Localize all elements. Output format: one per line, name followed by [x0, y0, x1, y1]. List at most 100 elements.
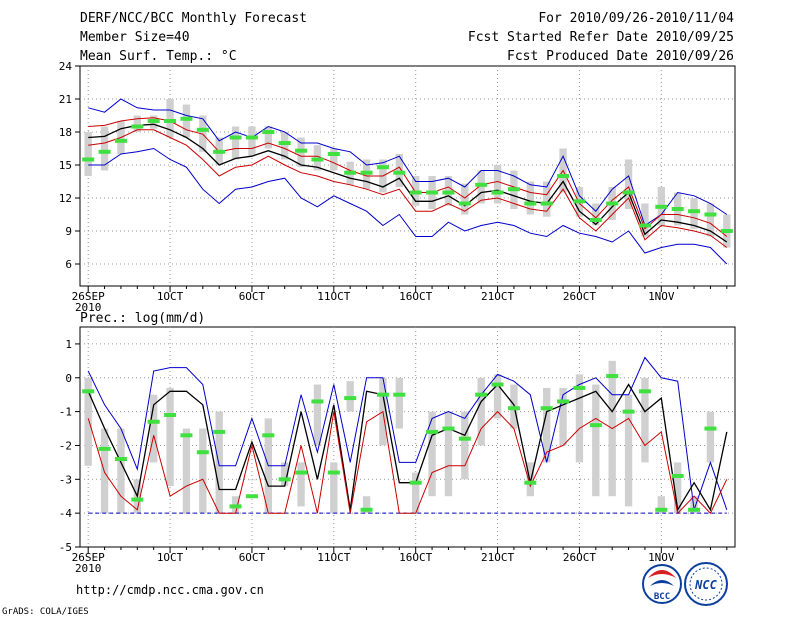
precip-observed-marker: [180, 433, 193, 438]
temp-observed-marker: [573, 199, 586, 204]
temp-ytick-label: 15: [59, 159, 72, 172]
temp-xtick-label: 1OCT: [157, 290, 184, 303]
precip-xtick-label: 26OCT: [563, 551, 596, 564]
precip-observed-marker: [196, 450, 209, 455]
precip-ytick-label: 0: [65, 372, 72, 385]
bcc-logo: BCC: [642, 564, 682, 604]
temp-spread-bar: [477, 170, 485, 204]
precip-spread-bar: [493, 374, 502, 419]
precip-xtick-label: 26SEP: [72, 551, 105, 564]
precip-observed-marker: [245, 494, 258, 499]
precip-panel-title: Prec.: log(mm/d): [80, 311, 205, 326]
temp-spread-bar: [231, 126, 240, 160]
precip-spread-bar: [313, 384, 322, 446]
precip-spread-bar: [559, 387, 567, 446]
temp-observed-marker: [262, 130, 275, 134]
temp-observed-marker: [147, 119, 160, 123]
precip-observed-marker: [688, 507, 701, 512]
precip-observed-marker: [655, 507, 668, 512]
precip-observed-marker: [589, 423, 602, 428]
temp-observed-marker: [540, 201, 553, 206]
temp-observed-marker: [295, 148, 308, 153]
precip-observed-marker: [360, 507, 373, 512]
temp-ytick-label: 24: [59, 60, 73, 73]
temp-observed-marker: [442, 190, 455, 195]
precip-xtick-label: 11OCT: [317, 551, 350, 564]
temp-xtick-label: 26SEP: [72, 290, 105, 303]
temp-spread-bar: [526, 181, 534, 215]
temp-observed-marker: [245, 135, 258, 140]
temp-observed-marker: [409, 190, 422, 195]
variable-label: Mean Surf. Temp.: °C: [80, 49, 237, 64]
precip-observed-marker: [573, 385, 586, 390]
precip-spread-bar: [248, 479, 256, 481]
precip-spread-bar: [641, 377, 649, 463]
temp-spread-bar: [395, 154, 403, 187]
precip-xtick-label: 16OCT: [399, 551, 432, 564]
precip-ytick-label: -3: [59, 473, 72, 486]
precip-spread-bar: [395, 377, 403, 429]
temp-observed-marker: [98, 149, 111, 154]
temp-observed-marker: [229, 135, 242, 140]
temp-series-lower: [88, 147, 728, 265]
source-url[interactable]: http://cmdp.ncc.cma.gov.cn: [76, 583, 264, 597]
precip-series-upper: [87, 356, 728, 510]
precip-spread-bar: [444, 411, 453, 497]
temp-spread-bar: [100, 126, 109, 171]
temp-observed-marker: [426, 190, 439, 195]
temp-xtick-label: 11OCT: [317, 290, 350, 303]
temp-xtick-label: 16OCT: [399, 290, 432, 303]
precip-spread-bar: [150, 394, 158, 463]
temp-observed-marker: [671, 207, 684, 211]
temp-observed-marker: [376, 165, 389, 170]
precip-xtick-label: 1NOV: [648, 551, 675, 564]
temp-observed-marker: [196, 127, 209, 132]
temp-spread-bar: [199, 115, 207, 152]
precip-spread-bar: [199, 428, 207, 514]
temp-spread-bar: [641, 203, 649, 237]
grads-credit: GrADS: COLA/IGES: [2, 607, 89, 617]
temp-xtick-label: 21OCT: [481, 290, 514, 303]
precip-observed-marker: [213, 429, 226, 434]
temp-series-lower_sd: [88, 129, 728, 248]
precip-spread-bar: [281, 462, 289, 487]
precip-xtick-label: 21OCT: [481, 551, 514, 564]
temp-series-upper: [88, 98, 728, 227]
precip-observed-marker: [409, 480, 422, 485]
temp-spread-bar: [166, 99, 174, 138]
precip-ytick-label: 1: [65, 338, 72, 351]
precip-ytick-label: -1: [59, 406, 72, 419]
precip-spread-bar: [297, 462, 305, 507]
temp-observed-marker: [344, 170, 357, 175]
precip-ytick-label: -5: [59, 541, 72, 554]
precip-observed-marker: [278, 477, 291, 482]
ncc-logo-text: NCC: [694, 578, 717, 592]
precip-observed-marker: [262, 433, 275, 438]
figure-title: DERF/NCC/BCC Monthly Forecast: [80, 11, 307, 26]
precip-observed-marker: [311, 399, 324, 404]
forecast-start-date: Fcst Started Refer Date 2010/09/25: [468, 30, 734, 45]
temp-observed-marker: [114, 138, 127, 143]
precip-observed-marker: [458, 436, 471, 441]
temp-ytick-label: 9: [65, 225, 72, 238]
precip-spread-bar: [166, 387, 174, 487]
temp-spread-bar: [84, 132, 92, 176]
temp-spread-bar: [624, 159, 633, 209]
temp-observed-marker: [393, 170, 406, 175]
temp-observed-marker: [311, 157, 324, 162]
temp-xtick-year: 2010: [75, 301, 102, 314]
precip-series-lower_sd: [87, 410, 728, 515]
temp-spread-bar: [690, 198, 698, 229]
precip-observed-marker: [507, 406, 520, 411]
precip-observed-marker: [393, 392, 406, 397]
temp-series-ensemble_mean: [88, 123, 728, 243]
temp-ytick-label: 12: [59, 192, 72, 205]
bcc-logo-text: BCC: [654, 592, 670, 602]
temp-spread-bar: [182, 104, 191, 138]
temp-observed-marker: [688, 209, 701, 214]
temp-spread-bar: [592, 203, 600, 226]
ncc-logo: NCC: [684, 562, 728, 606]
temp-spread-bar: [264, 126, 272, 149]
temp-observed-marker: [524, 201, 537, 206]
temp-observed-marker: [507, 187, 520, 192]
